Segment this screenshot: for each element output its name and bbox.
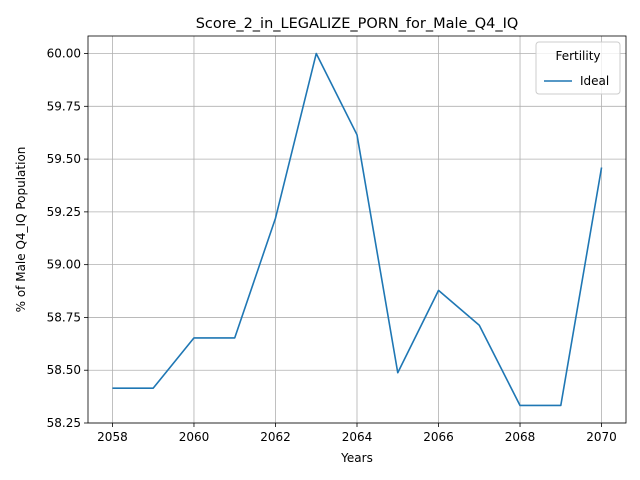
x-tick-label: 2062 [260, 430, 291, 444]
legend-entry-label: Ideal [580, 74, 609, 88]
legend: Fertility Ideal [535, 41, 621, 95]
y-tick-label: 60.00 [47, 47, 81, 61]
series-lines [112, 52, 603, 407]
y-tick-label: 59.00 [47, 258, 81, 272]
x-tick-label: 2070 [586, 430, 617, 444]
x-tick-label: 2064 [342, 430, 373, 444]
legend-title: Fertility [555, 49, 600, 63]
x-axis-label: Years [340, 451, 373, 465]
x-tick-label: 2068 [505, 430, 536, 444]
y-tick-label: 59.50 [47, 152, 81, 166]
y-axis-ticks: 58.25 58.50 58.75 59.00 59.25 59.50 59.75 60.00 [47, 47, 88, 430]
x-tick-label: 2058 [97, 430, 128, 444]
y-tick-label: 58.50 [47, 363, 81, 377]
chart-title: Score_2_in_LEGALIZE_PORN_for_Male_Q4_IQ [196, 16, 519, 32]
y-tick-label: 59.75 [47, 99, 81, 113]
y-tick-label: 58.75 [47, 310, 81, 324]
y-axis-label: % of Male Q4_IQ Population [14, 147, 28, 313]
x-tick-label: 2060 [179, 430, 210, 444]
x-axis-ticks: 2058 2060 2062 2064 2066 2068 2070 [97, 423, 617, 444]
y-tick-label: 59.25 [47, 205, 81, 219]
x-tick-label: 2066 [423, 430, 454, 444]
y-tick-label: 58.25 [47, 416, 81, 430]
legend-entries: Ideal [544, 74, 609, 88]
